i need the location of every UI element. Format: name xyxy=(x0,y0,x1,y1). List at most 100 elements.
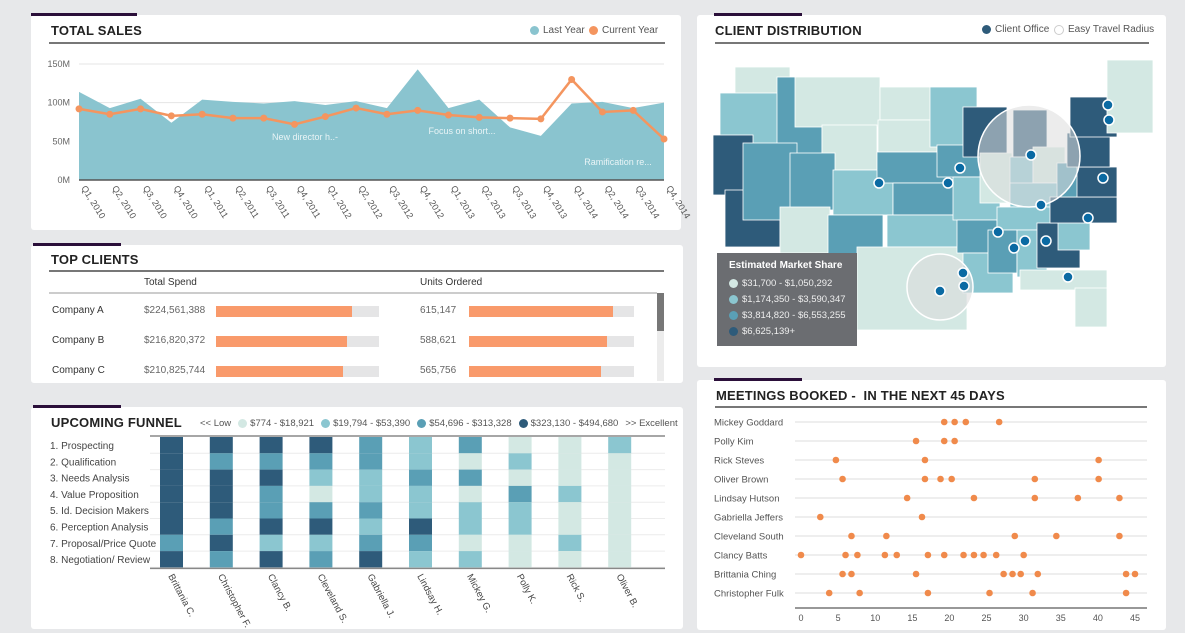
meeting-dot xyxy=(854,551,861,559)
funnel-cell xyxy=(608,437,632,454)
funnel-cell xyxy=(558,469,582,486)
state-region[interactable] xyxy=(779,206,831,254)
meeting-dot xyxy=(1029,589,1036,597)
client-office-marker[interactable] xyxy=(1097,172,1109,184)
scrollbar-thumb[interactable] xyxy=(657,293,664,331)
title-divider xyxy=(715,42,1149,44)
meeting-dot xyxy=(1095,456,1102,464)
meeting-dot xyxy=(1011,532,1019,540)
funnel-cell xyxy=(259,453,283,470)
client-office-marker[interactable] xyxy=(1062,271,1074,283)
client-office-marker[interactable] xyxy=(1082,212,1094,224)
state-region[interactable] xyxy=(886,214,961,248)
client-office-marker[interactable] xyxy=(992,226,1004,238)
funnel-cell xyxy=(160,534,183,552)
meeting-dot xyxy=(912,570,920,578)
legend-label: Easy Travel Radius xyxy=(1068,24,1155,35)
funnel-cell xyxy=(209,502,233,519)
state-region[interactable] xyxy=(794,76,881,128)
last-year-area xyxy=(79,69,664,180)
spend-bar-track xyxy=(216,336,379,347)
share-level-4: $6,625,139+ xyxy=(729,326,795,337)
funnel-cell xyxy=(608,453,632,470)
client-office-marker[interactable] xyxy=(1025,149,1037,161)
funnel-cell xyxy=(458,485,482,503)
spend-bar-track xyxy=(216,306,379,317)
funnel-cell xyxy=(409,518,432,535)
legend-client-office[interactable]: Client Office xyxy=(982,24,1049,35)
upcoming-funnel-title: UPCOMING FUNNEL xyxy=(51,415,182,430)
meeting-dot xyxy=(903,494,911,502)
funnel-stage-label: 5. Id. Decision Makers xyxy=(50,506,149,517)
client-office-marker[interactable] xyxy=(1019,235,1031,247)
meeting-dot xyxy=(921,475,929,483)
meeting-dot xyxy=(839,570,846,578)
annotation-label: New director h..- xyxy=(272,132,338,142)
funnel-cell xyxy=(309,485,333,503)
market-share-title: Estimated Market Share xyxy=(729,260,843,271)
legend-travel-radius[interactable]: Easy Travel Radius xyxy=(1054,24,1154,35)
meeting-dot xyxy=(1000,570,1007,578)
legend-low-label: << Low xyxy=(200,418,232,429)
client-office-marker[interactable] xyxy=(1102,99,1114,111)
funnel-cell xyxy=(160,437,183,454)
funnel-cell xyxy=(259,502,283,519)
meetings-booked-title: MEETINGS BOOKED - IN THE NEXT 45 DAYS xyxy=(716,388,1005,403)
title-divider xyxy=(715,406,1147,408)
client-office-marker[interactable] xyxy=(1035,199,1047,211)
legend-label: $3,814,820 - $6,553,255 xyxy=(742,310,846,321)
meeting-dot xyxy=(842,551,849,559)
x-tick-label: 25 xyxy=(982,613,992,623)
client-office-marker[interactable] xyxy=(958,280,970,292)
legend-last-year[interactable]: Last Year xyxy=(530,25,585,36)
funnel-cell xyxy=(209,518,233,535)
funnel-cell xyxy=(458,551,482,568)
client-office-marker[interactable] xyxy=(873,177,885,189)
legend-label: $31,700 - $1,050,292 xyxy=(742,278,833,289)
client-office-marker[interactable] xyxy=(1008,242,1020,254)
state-region[interactable] xyxy=(1074,287,1108,328)
funnel-cell xyxy=(409,534,432,552)
legend-dot-icon xyxy=(321,419,331,428)
meeting-dot xyxy=(1131,570,1139,578)
rep-name-label: Rick Steves xyxy=(714,456,764,467)
funnel-stage-label: 2. Qualification xyxy=(50,457,116,468)
funnel-cell xyxy=(558,534,582,552)
client-distribution-title: CLIENT DISTRIBUTION xyxy=(715,23,862,38)
client-office-marker[interactable] xyxy=(954,162,966,174)
total-spend-value: $216,820,372 xyxy=(144,335,206,346)
funnel-cell xyxy=(409,469,432,486)
rep-name-label: Christopher Fulk xyxy=(714,589,784,600)
funnel-cell xyxy=(160,469,183,486)
legend-label: $1,174,350 - $3,590,347 xyxy=(742,294,846,305)
y-tick-label: 100M xyxy=(47,98,70,108)
meeting-dot xyxy=(940,437,948,445)
rep-name-label: Polly Kim xyxy=(714,437,754,448)
meeting-dot xyxy=(1017,570,1024,578)
legend-label: Last Year xyxy=(543,25,585,36)
client-office-marker[interactable] xyxy=(957,267,969,279)
current-year-point xyxy=(568,75,576,83)
meeting-dot xyxy=(816,513,824,521)
meeting-dot xyxy=(962,418,970,426)
state-region[interactable] xyxy=(877,119,938,153)
funnel-cell xyxy=(558,437,582,454)
x-tick-label: 45 xyxy=(1130,613,1140,623)
x-tick-label: 30 xyxy=(1019,613,1029,623)
state-region[interactable] xyxy=(879,86,934,121)
rep-name-label: Clancy Batts xyxy=(714,551,768,562)
client-office-marker[interactable] xyxy=(934,285,946,297)
client-office-marker[interactable] xyxy=(942,177,954,189)
y-tick-label: 150M xyxy=(47,59,70,69)
funnel-cell xyxy=(309,551,333,568)
meeting-dot xyxy=(1031,494,1039,502)
table-scrollbar[interactable] xyxy=(657,293,664,381)
legend-current-year[interactable]: Current Year xyxy=(589,25,658,36)
meeting-dot xyxy=(1122,570,1130,578)
header-divider xyxy=(49,292,657,294)
client-office-marker[interactable] xyxy=(1040,235,1052,247)
client-office-marker[interactable] xyxy=(1103,114,1115,126)
